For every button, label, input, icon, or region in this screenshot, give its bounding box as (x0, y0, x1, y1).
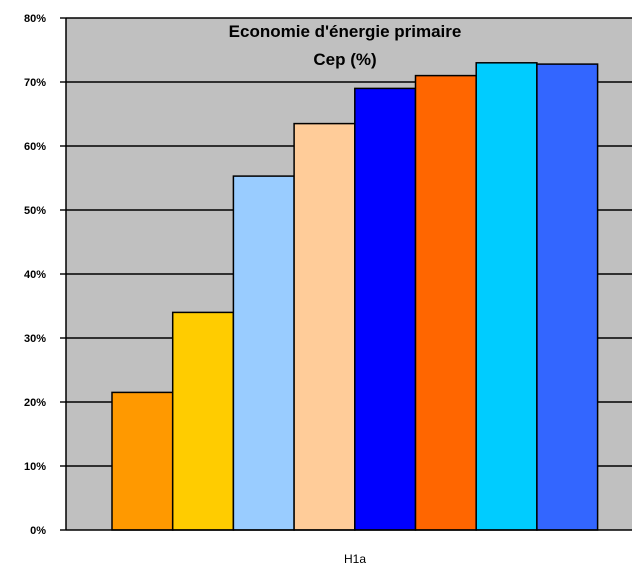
bar (354, 87, 417, 531)
y-tick-label: 70% (24, 77, 46, 89)
bar (293, 122, 356, 531)
y-tick-label: 0% (30, 525, 46, 537)
y-tick-label: 30% (24, 333, 46, 345)
y-tick-label: 40% (24, 269, 46, 281)
y-tick-label: 20% (24, 397, 46, 409)
bars (111, 62, 599, 531)
y-tick-label: 50% (24, 205, 46, 217)
bar (171, 311, 235, 531)
bar (232, 175, 295, 531)
bar (111, 391, 174, 531)
y-tick-label: 10% (24, 461, 46, 473)
bar (536, 63, 599, 531)
y-tick-label: 60% (24, 141, 46, 153)
y-tick-label: 80% (24, 13, 46, 25)
chart-title: Economie d'énergie primaire (229, 22, 462, 41)
chart-subtitle: Cep (%) (313, 50, 376, 69)
x-axis-label: H1a (344, 552, 366, 566)
bar (475, 62, 538, 531)
y-axis-ticks: 0% 10% 20% 30% 40% 50% 60% 70% 80% (24, 13, 66, 537)
bar (414, 74, 477, 531)
